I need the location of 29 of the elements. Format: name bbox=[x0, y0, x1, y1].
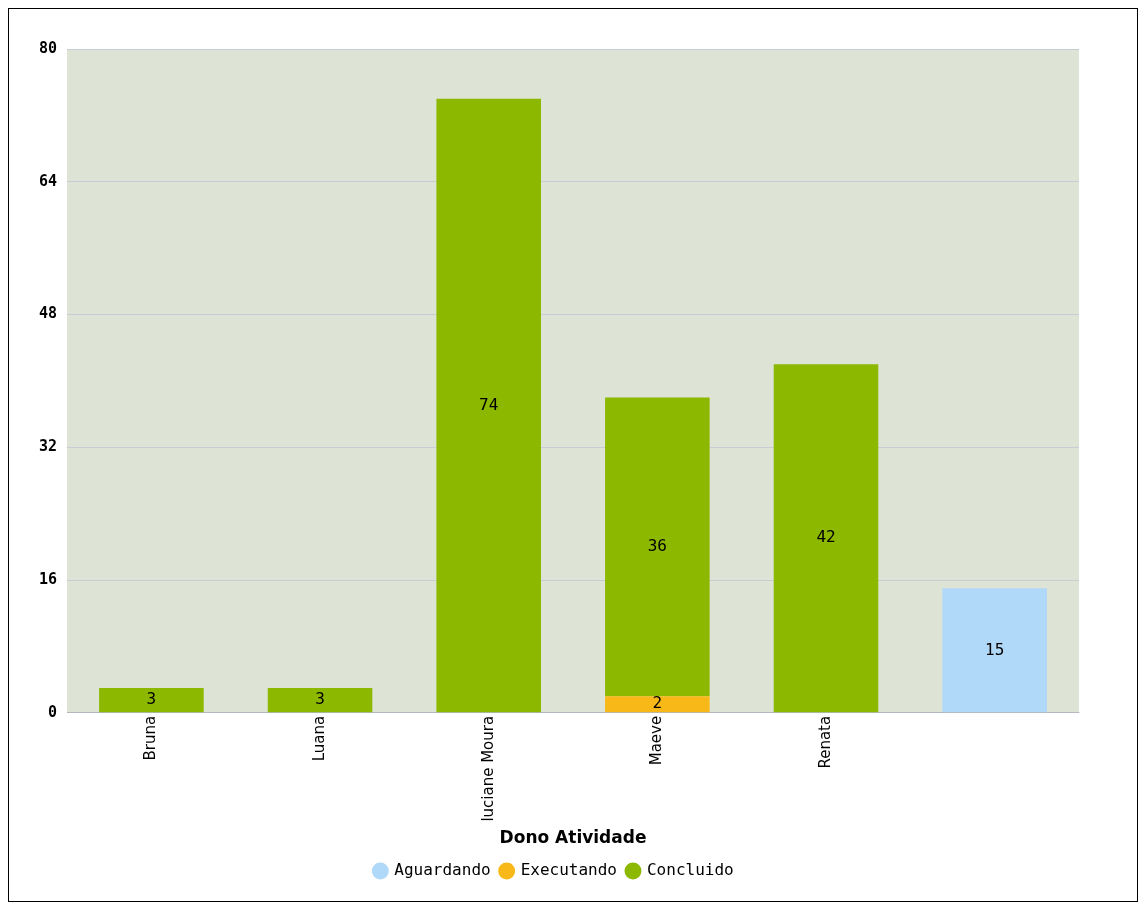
y-tick-label: 16 bbox=[39, 569, 58, 588]
x-tick-label: luciane Moura bbox=[478, 715, 497, 822]
y-tick-label: 48 bbox=[39, 304, 58, 323]
data-label: 15 bbox=[985, 639, 1005, 659]
data-label: 36 bbox=[647, 536, 667, 556]
bar bbox=[942, 588, 1047, 713]
data-label: 42 bbox=[816, 527, 836, 547]
data-label: 3 bbox=[315, 689, 325, 709]
legend-label: Aguardando bbox=[394, 860, 491, 880]
legend-label: Executando bbox=[520, 860, 617, 880]
bar bbox=[605, 397, 710, 697]
bar bbox=[605, 696, 710, 713]
y-tick-label: 80 bbox=[39, 38, 58, 57]
bar bbox=[267, 687, 373, 713]
x-axis-title: Dono Atividade bbox=[499, 827, 647, 848]
x-tick-label: Renata bbox=[815, 715, 834, 769]
y-tick-label: 0 bbox=[48, 702, 58, 721]
legend-label: Concluido bbox=[646, 860, 734, 880]
x-tick-label: Bruna bbox=[141, 715, 160, 761]
data-label: 74 bbox=[479, 394, 499, 414]
bar bbox=[773, 364, 879, 713]
bar bbox=[436, 98, 541, 713]
data-label: 2 bbox=[652, 693, 663, 713]
x-tick-label: Luana bbox=[309, 715, 328, 762]
data-label: 3 bbox=[146, 689, 157, 709]
x-tick-label: Maeve bbox=[647, 715, 666, 766]
y-tick-label: 32 bbox=[39, 437, 58, 456]
bar bbox=[99, 687, 204, 713]
y-tick-label: 64 bbox=[39, 171, 58, 190]
